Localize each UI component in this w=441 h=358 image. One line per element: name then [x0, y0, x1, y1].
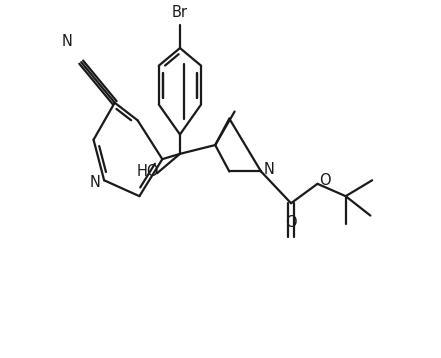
Text: Br: Br — [172, 5, 188, 20]
Text: O: O — [285, 215, 297, 230]
Text: HO: HO — [137, 164, 160, 179]
Text: N: N — [263, 162, 274, 177]
Text: O: O — [319, 173, 330, 188]
Text: N: N — [90, 175, 101, 189]
Text: N: N — [62, 34, 73, 49]
